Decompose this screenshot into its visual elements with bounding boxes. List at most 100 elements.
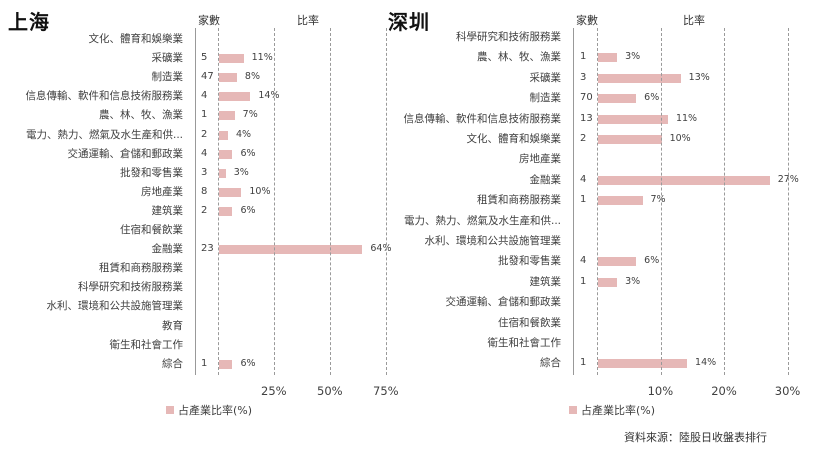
bar-row: 科學研究和技術服務業 bbox=[0, 279, 820, 295]
count-value: 8 bbox=[201, 185, 208, 197]
ratio-value: 8% bbox=[244, 71, 260, 83]
count-value: 2 bbox=[580, 133, 587, 144]
category-label: 交通運輸、倉儲和郵政業 bbox=[445, 296, 562, 309]
count-value: 3 bbox=[580, 71, 587, 83]
count-value: 13 bbox=[580, 112, 593, 124]
bar-row: 金融業 23 64% bbox=[0, 241, 820, 257]
category-label: 信息傳輸、軟件和信息技術服務業 bbox=[25, 90, 184, 103]
data-source: 資料來源：陸股日收盤表排行 bbox=[624, 431, 767, 444]
category-label: 文化、體育和娛樂業 bbox=[88, 33, 184, 45]
x-tick-label: 20% bbox=[711, 384, 737, 398]
count-value: 1 bbox=[580, 51, 587, 63]
category-label: 電力、熱力、燃氣及水生產和供... bbox=[403, 214, 561, 227]
category-label: 科學研究和技術服務業 bbox=[78, 281, 183, 294]
gridline bbox=[386, 28, 387, 375]
ratio-value: 4% bbox=[235, 128, 252, 140]
chart-title: 深圳 bbox=[388, 10, 430, 34]
count-value: 1 bbox=[580, 357, 587, 369]
count-value: 47 bbox=[201, 71, 214, 83]
count-value: 1 bbox=[201, 357, 208, 369]
category-label: 租賃和商務服務業 bbox=[99, 262, 183, 275]
category-label: 采礦業 bbox=[151, 52, 184, 65]
ratio-value: 3% bbox=[233, 166, 249, 178]
category-label: 房地產業 bbox=[519, 153, 561, 166]
bar-row: 批發和零售業 4 6% bbox=[0, 253, 820, 269]
count-value: 2 bbox=[201, 128, 208, 140]
ratio-value: 14% bbox=[258, 90, 280, 102]
category-label: 信息傳輸、軟件和信息技術服務業 bbox=[403, 112, 562, 125]
category-label: 采礦業 bbox=[529, 71, 562, 84]
ratio-bar bbox=[598, 94, 637, 104]
category-label: 教育 bbox=[162, 319, 183, 332]
count-header: 家數 bbox=[576, 14, 598, 27]
category-label: 批發和零售業 bbox=[120, 166, 183, 179]
ratio-bar bbox=[219, 73, 237, 83]
gridline bbox=[218, 28, 219, 375]
legend-swatch bbox=[569, 406, 577, 414]
bar-row: 交通運輸、倉儲和郵政業 4 6% bbox=[0, 146, 820, 162]
bar-row: 金融業 4 27% bbox=[0, 172, 820, 188]
category-label: 衛生和社會工作 bbox=[487, 337, 562, 349]
count-value: 1 bbox=[201, 109, 208, 121]
count-value: 4 bbox=[580, 173, 587, 185]
category-label: 水利、環境和公共設施管理業 bbox=[424, 235, 562, 247]
bar-row: 房地產業 8 10% bbox=[0, 184, 820, 200]
category-label: 住宿和餐飲業 bbox=[120, 224, 183, 236]
ratio-bar bbox=[219, 54, 244, 64]
bar-row: 農、林、牧、漁業 1 3% bbox=[0, 49, 820, 65]
category-label: 住宿和餐飲業 bbox=[498, 316, 561, 329]
category-label: 綜合 bbox=[540, 357, 561, 370]
ratio-value: 10% bbox=[669, 133, 691, 144]
ratio-bar bbox=[219, 168, 226, 178]
ratio-bar bbox=[219, 187, 242, 197]
bar-row: 文化、體育和娛樂業 2 10% bbox=[0, 131, 820, 147]
category-label: 建筑業 bbox=[529, 275, 562, 288]
bar-row: 衛生和社會工作 bbox=[0, 337, 820, 353]
bar-row: 信息傳輸、軟件和信息技術服務業 13 11% bbox=[0, 111, 820, 127]
ratio-bar bbox=[598, 277, 618, 287]
bar-row: 水利、環境和公共設施管理業 bbox=[0, 233, 820, 249]
bar-row: 制造業 70 6% bbox=[0, 90, 820, 106]
category-label: 科學研究和技術服務業 bbox=[456, 31, 561, 43]
ratio-value: 6% bbox=[240, 204, 256, 216]
ratio-header: 比率 bbox=[683, 14, 705, 27]
ratio-bar bbox=[598, 257, 637, 267]
category-label: 建筑業 bbox=[151, 204, 184, 217]
legend-label: 占產業比率(%) bbox=[581, 404, 656, 417]
count-value: 4 bbox=[580, 255, 587, 267]
shanghai-chart: 上海 家數 比率 文化、體育和娛樂業 采礦業 5 11% 制造業 47 8% 信息傳輸、軟件和… bbox=[0, 0, 400, 450]
ratio-bar bbox=[598, 73, 681, 83]
bar-row: 采礦業 5 11% bbox=[0, 50, 820, 66]
x-tick-label: 10% bbox=[647, 384, 674, 398]
x-tick-label: 75% bbox=[373, 384, 399, 398]
count-value: 1 bbox=[580, 194, 587, 206]
ratio-bar bbox=[219, 359, 233, 369]
ratio-value: 7% bbox=[242, 109, 258, 121]
count-value: 2 bbox=[201, 204, 208, 216]
ratio-bar bbox=[219, 92, 251, 102]
ratio-header: 比率 bbox=[297, 14, 319, 27]
legend-swatch bbox=[166, 406, 174, 414]
category-label: 水利、環境和公共設施管理業 bbox=[46, 300, 184, 313]
category-label: 租賃和商務服務業 bbox=[477, 194, 561, 207]
ratio-value: 6% bbox=[644, 92, 660, 104]
count-value: 70 bbox=[580, 92, 593, 104]
bar-row: 采礦業 3 13% bbox=[0, 70, 820, 86]
bar-row: 制造業 47 8% bbox=[0, 69, 820, 85]
bar-row: 建筑業 1 3% bbox=[0, 274, 820, 290]
bar-row: 住宿和餐飲業 bbox=[0, 315, 820, 331]
bar-row: 批發和零售業 3 3% bbox=[0, 165, 820, 181]
gridline bbox=[660, 28, 662, 375]
bar-row: 租賃和商務服務業 1 7% bbox=[0, 192, 820, 208]
category-label: 電力、熱力、燃氣及水生產和供... bbox=[25, 128, 183, 141]
bar-row: 住宿和餐飲業 bbox=[0, 222, 820, 238]
ratio-value: 13% bbox=[688, 71, 710, 83]
ratio-bar bbox=[219, 111, 235, 121]
category-label: 農、林、牧、漁業 bbox=[477, 51, 561, 64]
bar-row: 衛生和社會工作 bbox=[0, 335, 820, 351]
category-label: 制造業 bbox=[529, 92, 562, 105]
y-axis-line bbox=[195, 28, 196, 375]
category-label: 房地產業 bbox=[141, 185, 183, 198]
ratio-value: 10% bbox=[249, 185, 271, 197]
